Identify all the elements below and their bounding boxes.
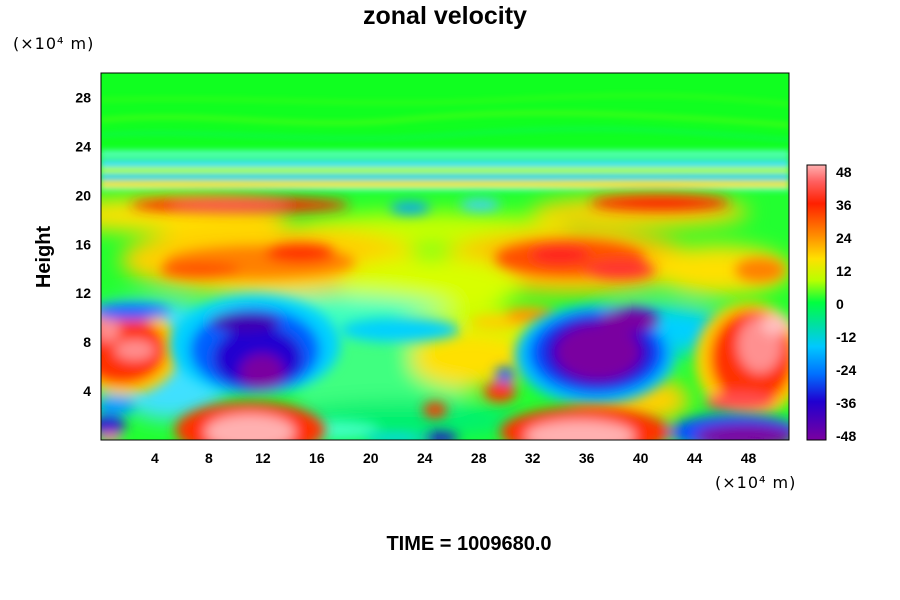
- x-tick-label: 40: [633, 450, 649, 466]
- y-tick-label: 8: [83, 334, 91, 350]
- colorbar-tick-label: -12: [836, 329, 856, 345]
- y-tick-label: 16: [75, 236, 91, 252]
- y-tick-label: 24: [75, 138, 91, 154]
- heatmap-field: [101, 73, 789, 440]
- heatmap-right-jet: [695, 302, 789, 418]
- colorbar-tick-label: 0: [836, 296, 844, 312]
- x-tick-label: 16: [309, 450, 325, 466]
- x-tick-label: 12: [255, 450, 271, 466]
- y-tick-labels: 4 8 12 16 20 24 28: [75, 89, 91, 399]
- x-tick-label: 4: [151, 450, 159, 466]
- x-tick-label: 20: [363, 450, 379, 466]
- y-tick-label: 28: [75, 89, 91, 105]
- x-tick-label: 24: [417, 450, 433, 466]
- colorbar-tick-label: -48: [836, 428, 856, 444]
- x-unit-label: (×10⁴ m): [715, 473, 796, 492]
- heatmap-shear-layer: [101, 150, 789, 191]
- colorbar-tick-label: -24: [836, 362, 856, 378]
- x-tick-labels: 4 8 12 16 20 24 28 32 36 40 44 48: [151, 450, 756, 466]
- x-tick-label: 44: [687, 450, 703, 466]
- plot-frame: [100, 72, 790, 441]
- x-tick-label: 32: [525, 450, 541, 466]
- heatmap-left-vortex: [170, 295, 340, 395]
- time-label: TIME = 1009680.0: [386, 533, 551, 555]
- y-tick-label: 12: [75, 285, 91, 301]
- y-unit-label: (×10⁴ m): [13, 34, 94, 53]
- colorbar: [806, 164, 827, 441]
- heatmap-upper-band: [101, 73, 789, 153]
- y-axis-label: Height: [33, 226, 55, 289]
- colorbar-tick-label: 24: [836, 230, 852, 246]
- colorbar-tick-label: -36: [836, 395, 856, 411]
- colorbar-tick-label: 12: [836, 263, 852, 279]
- colorbar-tick-label: 48: [836, 164, 852, 180]
- x-tick-label: 48: [741, 450, 757, 466]
- heatmap-upper-waves: [101, 93, 789, 142]
- heatmap-bottom-features: [175, 402, 789, 440]
- x-tick-label: 8: [205, 450, 213, 466]
- x-tick-label: 28: [471, 450, 487, 466]
- colorbar-tick-labels: 48 36 24 12 0 -12 -24 -36 -48: [836, 164, 856, 444]
- colorbar-tick-label: 36: [836, 197, 852, 213]
- x-tick-label: 36: [579, 450, 595, 466]
- heatmap-left-jet: [101, 304, 180, 440]
- y-tick-label: 20: [75, 187, 91, 203]
- heatmap-center-vortex: [515, 305, 675, 405]
- chart-title: zonal velocity: [363, 2, 527, 30]
- y-tick-label: 4: [83, 383, 91, 399]
